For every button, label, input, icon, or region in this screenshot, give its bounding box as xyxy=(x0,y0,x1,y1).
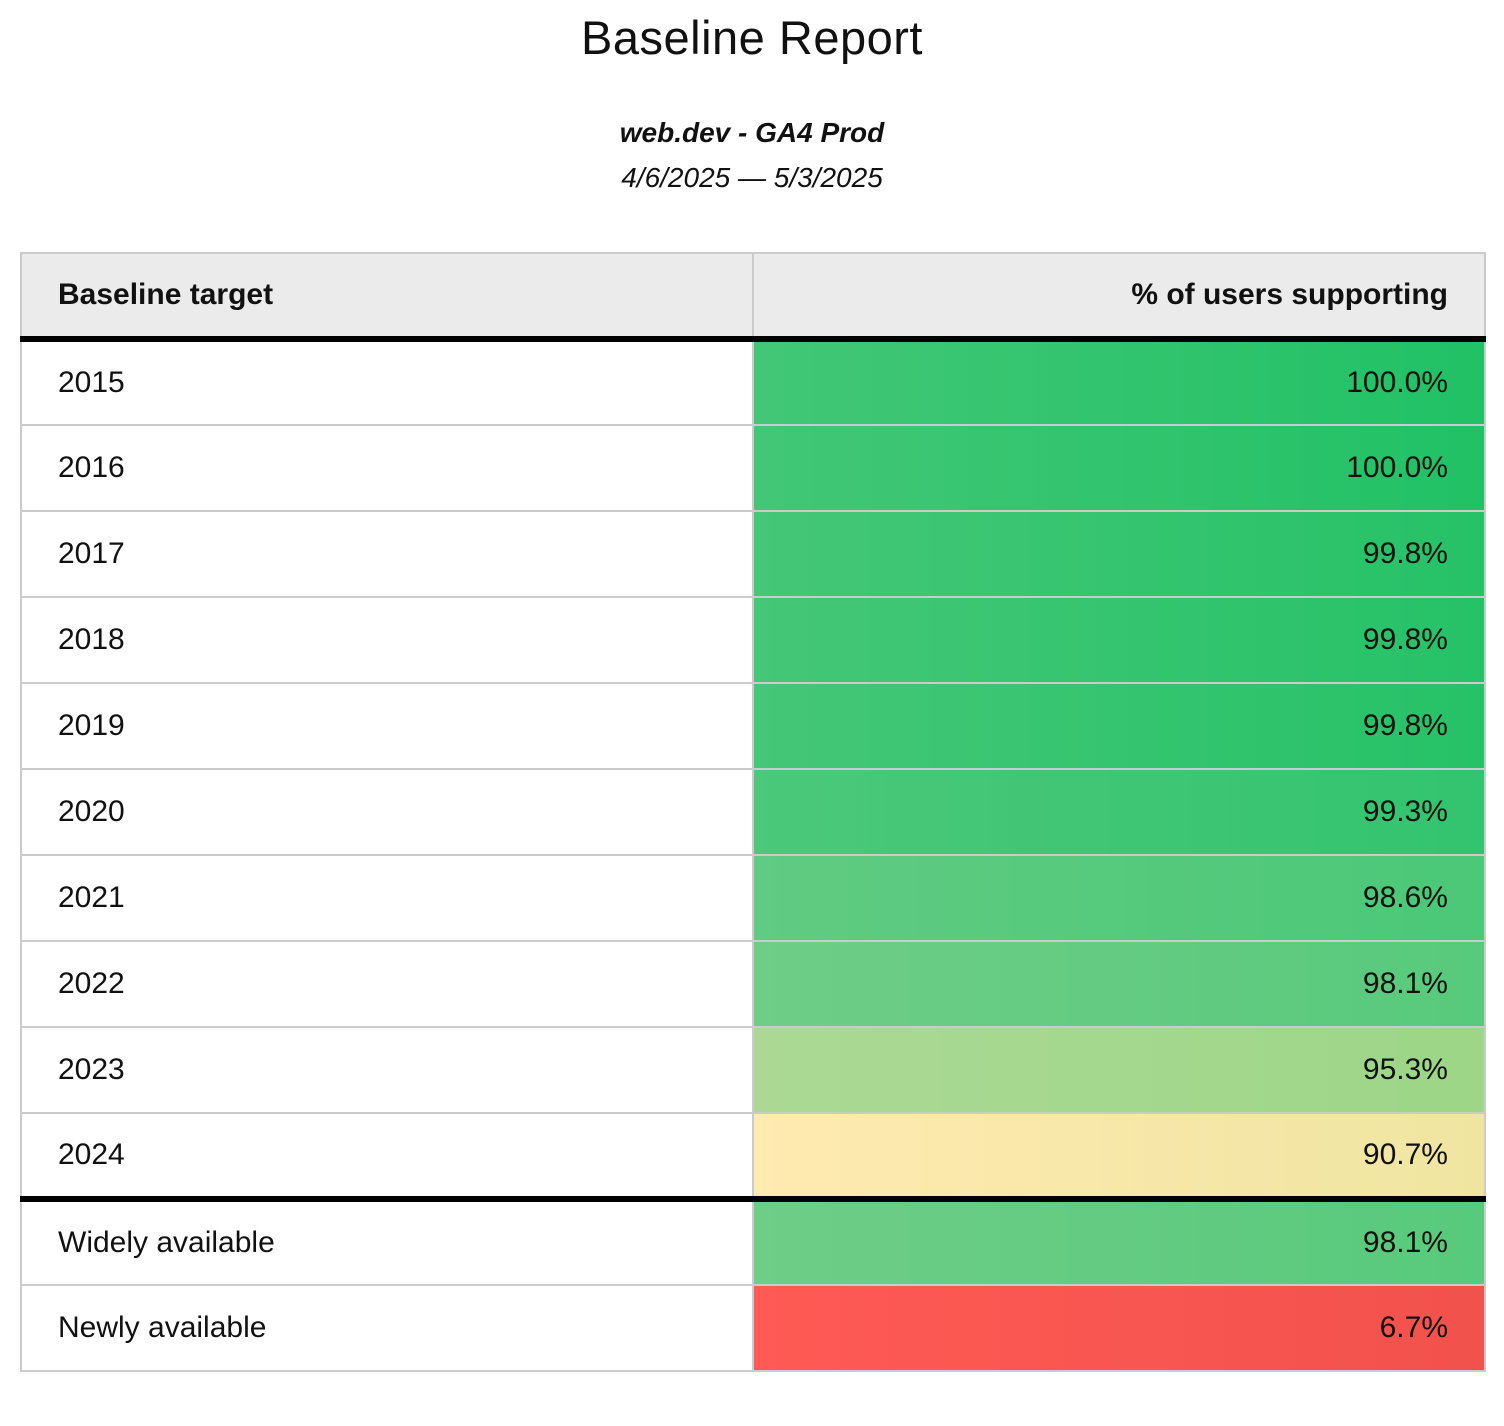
table-row: 2018 99.8% xyxy=(20,596,1486,684)
baseline-target-cell: 2017 xyxy=(20,510,754,598)
percent-supporting-cell: 90.7% xyxy=(752,1112,1486,1200)
table-row: 2020 99.3% xyxy=(20,768,1486,856)
table-row: Widely available 98.1% xyxy=(20,1196,1486,1286)
table-row: 2019 99.8% xyxy=(20,682,1486,770)
percent-supporting-cell: 99.8% xyxy=(752,510,1486,598)
report-date-range: 4/6/2025 — 5/3/2025 xyxy=(621,162,883,193)
table-row: 2015 100.0% xyxy=(20,338,1486,426)
percent-supporting-cell: 100.0% xyxy=(752,424,1486,512)
percent-supporting-cell: 99.8% xyxy=(752,596,1486,684)
table-row: 2024 90.7% xyxy=(20,1112,1486,1200)
percent-supporting-cell: 99.3% xyxy=(752,768,1486,856)
baseline-target-cell: Widely available xyxy=(20,1196,754,1286)
baseline-support-table: Baseline target % of users supporting 20… xyxy=(20,252,1486,1372)
table-row: 2022 98.1% xyxy=(20,940,1486,1028)
table-row: 2017 99.8% xyxy=(20,510,1486,598)
percent-supporting-cell: 95.3% xyxy=(752,1026,1486,1114)
page-title: Baseline Report xyxy=(581,11,923,64)
baseline-target-cell: Newly available xyxy=(20,1284,754,1372)
table-row: 2023 95.3% xyxy=(20,1026,1486,1114)
baseline-target-cell: 2023 xyxy=(20,1026,754,1114)
baseline-target-cell: 2024 xyxy=(20,1112,754,1200)
table-header: Baseline target % of users supporting xyxy=(20,252,1486,342)
percent-supporting-cell: 99.8% xyxy=(752,682,1486,770)
table-row: 2021 98.6% xyxy=(20,854,1486,942)
table-row: 2016 100.0% xyxy=(20,424,1486,512)
percent-supporting-cell: 98.1% xyxy=(752,940,1486,1028)
baseline-target-cell: 2015 xyxy=(20,338,754,426)
table-body: 2015 100.0% 2016 100.0% 2017 99.8% 2018 99.8% 20… xyxy=(20,338,1486,1372)
percent-supporting-cell: 6.7% xyxy=(752,1284,1486,1372)
baseline-target-cell: 2022 xyxy=(20,940,754,1028)
baseline-target-cell: 2016 xyxy=(20,424,754,512)
baseline-target-cell: 2019 xyxy=(20,682,754,770)
baseline-target-cell: 2018 xyxy=(20,596,754,684)
column-header-baseline-target: Baseline target xyxy=(20,252,754,342)
percent-supporting-cell: 98.1% xyxy=(752,1196,1486,1286)
table-header-row: Baseline target % of users supporting xyxy=(20,252,1486,342)
baseline-target-cell: 2020 xyxy=(20,768,754,856)
baseline-target-cell: 2021 xyxy=(20,854,754,942)
report-source-subtitle: web.dev - GA4 Prod xyxy=(619,117,885,148)
table-row: Newly available 6.7% xyxy=(20,1284,1486,1372)
percent-supporting-cell: 98.6% xyxy=(752,854,1486,942)
column-header-users-supporting: % of users supporting xyxy=(752,252,1486,342)
percent-supporting-cell: 100.0% xyxy=(752,338,1486,426)
